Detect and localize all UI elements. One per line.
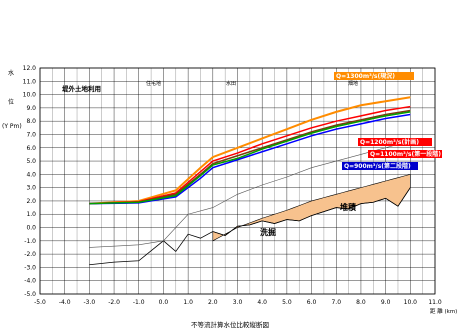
- y-axis-label-char-1: 水: [8, 69, 14, 77]
- series-label-box-3: [368, 150, 442, 158]
- chart-axes: [39, 67, 436, 295]
- bank-line: [89, 140, 411, 248]
- y-tick-label: 10.0: [23, 92, 37, 99]
- riverbed-line: [89, 187, 411, 266]
- chart-title: 不等流計算水位比較縦断図: [191, 320, 269, 329]
- x-tick-label: -2.0: [108, 299, 120, 306]
- y-tick-label: 0.0: [26, 225, 36, 232]
- y-tick-label: 3.0: [26, 185, 36, 192]
- y-tick-label: -1.0: [24, 238, 36, 245]
- x-tick-label: 4.0: [257, 299, 267, 306]
- x-tick-label: -3.0: [84, 299, 96, 306]
- y-tick-label: 9.0: [26, 105, 36, 112]
- x-tick-label: 10.0: [404, 299, 418, 306]
- series-line-4: [89, 113, 411, 205]
- y-tick-label: 5.0: [26, 158, 36, 165]
- x-tick-label: -5.0: [34, 299, 46, 306]
- x-tick-label: -1.0: [133, 299, 145, 306]
- landuse-label-paddy: 水田: [226, 80, 236, 87]
- y-tick-label: 4.0: [26, 171, 36, 178]
- landuse-label-left: 堤外土地利用: [62, 84, 101, 93]
- plot-frame: [39, 67, 436, 295]
- x-tick-label: 0.0: [159, 299, 169, 306]
- y-tick-label: -5.0: [24, 291, 36, 298]
- x-tick-label: 1.0: [183, 299, 193, 306]
- x-tick-label: 5.0: [282, 299, 292, 306]
- series-label-3: Q=1100m³/s(第一段階): [370, 150, 441, 158]
- y-tick-label: 7.0: [26, 131, 36, 138]
- series-line-2: [89, 105, 411, 205]
- series-label-2: Q=1200m³/s(計画): [360, 138, 419, 146]
- x-tick-label: 3.0: [233, 299, 243, 306]
- zone-label-sediment: 堆積: [340, 202, 357, 212]
- x-tick-label: 11.0: [428, 299, 442, 306]
- x-tick-label: 9.0: [381, 299, 391, 306]
- y-tick-label: -2.0: [24, 251, 36, 258]
- y-tick-label: 11.0: [23, 78, 37, 85]
- landuse-label-residential: 住宅地: [146, 80, 161, 87]
- y-axis-label-unit: (Y Pm): [2, 123, 22, 130]
- zone-label-scour: 洗掘: [260, 227, 276, 237]
- y-tick-label: 6.0: [26, 145, 36, 152]
- series-label-box-1: [334, 72, 414, 80]
- y-tick-label: 2.0: [26, 198, 36, 205]
- x-tick-label: 6.0: [307, 299, 317, 306]
- x-axis-label: 距 離 (km): [430, 307, 457, 315]
- y-tick-label: 8.0: [26, 118, 36, 125]
- series-label-4: Q=900m³/s(第二段階): [344, 162, 411, 170]
- landuse-label-farm: 畑地: [348, 80, 358, 87]
- x-tick-label: 7.0: [331, 299, 341, 306]
- series-line-5: [89, 111, 411, 205]
- tick-labels: -5.0 -4.0 -3.0 -2.0 -1.0 0.0 1.0 2.0 3.0 4.0 5.0 6.…: [23, 65, 442, 306]
- series-lines: [89, 96, 411, 266]
- series-label-1: Q=1300m³/s(現況): [336, 72, 395, 80]
- y-axis-label-char-2: 位: [8, 98, 14, 106]
- series-line-1: [89, 96, 411, 205]
- y-tick-label: 12.0: [23, 65, 37, 72]
- x-tick-label: -4.0: [59, 299, 71, 306]
- series-label-box-2: [358, 138, 432, 146]
- y-tick-label: -3.0: [24, 264, 36, 271]
- x-tick-label: 2.0: [208, 299, 218, 306]
- series-label-box-4: [342, 162, 418, 170]
- series-line-3: [89, 109, 411, 205]
- y-tick-label: -4.0: [24, 278, 36, 285]
- y-tick-label: 1.0: [26, 211, 36, 218]
- x-tick-label: 8.0: [356, 299, 366, 306]
